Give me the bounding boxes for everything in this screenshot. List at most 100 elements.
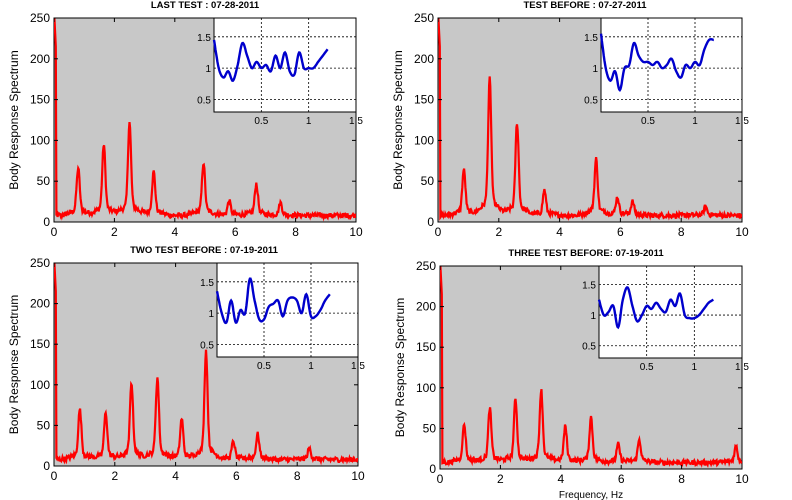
three-test-before-y-tick-label: 250 <box>416 259 436 273</box>
test-before-y-axis-label: Body Response Spectrum <box>391 50 405 189</box>
three-test-before-title: THREE TEST BEFORE: 07-19-2011 <box>508 248 664 259</box>
three-test-before-inset-line <box>597 286 714 330</box>
two-test-before-y-tick-label: 100 <box>30 378 50 392</box>
test-before-y-tick-label: 200 <box>414 52 434 66</box>
last-test-y-tick-label: 0 <box>43 215 50 229</box>
test-before-inset-x-tick-label: 1.5 <box>735 116 749 127</box>
last-test-x-tick-label: 10 <box>349 225 363 239</box>
last-test-inset-x-tick-label: 1 <box>306 116 312 127</box>
test-before-inset-x-tick-label: 0.5 <box>641 116 655 127</box>
three-test-before-x-tick-label: 2 <box>497 472 504 486</box>
two-test-before-inset-plot-area <box>216 262 359 358</box>
test-before-title: TEST BEFORE : 07-27-2011 <box>523 0 647 11</box>
three-test-before-inset: 0.5 1 1.5 0.5 1 1.5 <box>582 265 749 373</box>
three-test-before-x-tick-label: 8 <box>678 472 685 486</box>
two-test-before-x-tick-label: 6 <box>233 469 240 483</box>
two-test-before-y-tick-label: 50 <box>37 418 51 432</box>
three-test-before-inset-plot-area <box>598 265 743 359</box>
test-before-y-tick-label: 100 <box>414 133 434 147</box>
two-test-before-x-tick-label: 10 <box>351 469 365 483</box>
test-before-inset: 0.5 1 1.5 0.5 1 1.5 <box>584 17 749 127</box>
test-before-inset-y-tick-label: 1.5 <box>584 33 598 44</box>
last-test-inset-line <box>212 39 329 82</box>
test-before-spectrum-line <box>438 18 742 221</box>
two-test-before-x-tick-label: 2 <box>111 469 118 483</box>
three-test-before-x-tick-label: 0 <box>437 472 444 486</box>
two-test-before-inset: 0.5 1 1.5 0.5 1 1.5 <box>200 262 365 372</box>
two-test-before-y-tick-label: 200 <box>30 297 50 311</box>
test-before-inset-y-tick-label: 1 <box>592 64 598 75</box>
test-before-y-tick-label: 50 <box>421 174 435 188</box>
three-test-before-y-axis-label: Body Response Spectrum <box>393 298 407 437</box>
last-test-x-tick-label: 8 <box>292 225 299 239</box>
three-test-before-y-tick-label: 100 <box>416 381 436 395</box>
three-test-before-x-tick-label: 4 <box>557 472 564 486</box>
test-before-x-tick-label: 0 <box>435 225 442 239</box>
last-test-inset-y-tick-label: 1.5 <box>197 33 211 44</box>
last-test-inset-x-tick-label: 1.5 <box>349 116 363 127</box>
two-test-before-y-tick-label: 0 <box>43 459 50 473</box>
three-test-before-inset-y-tick-label: 1 <box>590 311 596 322</box>
two-test-before-x-tick-label: 4 <box>172 469 179 483</box>
last-test-inset-plot-area <box>213 17 357 113</box>
test-before-x-tick-label: 6 <box>617 225 624 239</box>
last-test-y-tick-label: 200 <box>30 52 50 66</box>
two-test-before-x-tick-label: 8 <box>294 469 301 483</box>
two-test-before-y-tick-label: 150 <box>30 337 50 351</box>
last-test-x-tick-label: 0 <box>51 225 58 239</box>
last-test-y-tick-label: 50 <box>37 174 51 188</box>
last-test-y-tick-label: 150 <box>30 93 50 107</box>
two-test-before-inset-y-tick-label: 1.5 <box>200 278 214 289</box>
three-test-before-y-tick-label: 50 <box>423 421 437 435</box>
three-test-before-inset-x-tick-label: 0.5 <box>640 362 654 373</box>
test-before-y-tick-label: 150 <box>414 93 434 107</box>
two-test-before-y-axis-label: Body Response Spectrum <box>7 295 21 434</box>
three-test-before-y-tick-label: 0 <box>429 462 436 476</box>
last-test-inset-y-tick-label: 1 <box>205 64 211 75</box>
three-test-before-x-tick-label: 10 <box>735 472 749 486</box>
test-before-x-tick-label: 8 <box>678 225 685 239</box>
test-before-y-tick-label: 250 <box>414 11 434 25</box>
two-test-before-inset-y-tick-label: 1 <box>208 309 214 320</box>
three-test-before-inset-x-tick-label: 1 <box>692 362 698 373</box>
three-test-before-inset-y-tick-label: 1.5 <box>582 280 596 291</box>
test-before-inset-plot-area <box>600 17 743 113</box>
test-before-x-tick-label: 2 <box>495 225 502 239</box>
three-test-before-inset-x-tick-label: 1.5 <box>735 362 749 373</box>
two-test-before-inset-y-tick-label: 0.5 <box>200 340 214 351</box>
two-test-before-inset-x-tick-label: 0.5 <box>257 361 271 372</box>
last-test-y-axis-label: Body Response Spectrum <box>7 50 21 189</box>
test-before-x-tick-label: 10 <box>735 225 749 239</box>
two-test-before-x-tick-label: 0 <box>51 469 58 483</box>
last-test-inset-y-tick-label: 0.5 <box>197 95 211 106</box>
two-test-before-inset-x-tick-label: 1 <box>308 361 314 372</box>
two-test-before-y-tick-label: 250 <box>30 256 50 270</box>
test-before-x-tick-label: 4 <box>556 225 563 239</box>
last-test-spectrum-line <box>54 18 356 222</box>
two-test-before-spectrum-line <box>54 263 358 466</box>
last-test-inset-x-tick-label: 0.5 <box>254 116 268 127</box>
three-test-before-x-axis-label: Frequency, Hz <box>559 490 623 500</box>
last-test-title: LAST TEST : 07-28-2011 <box>151 0 260 11</box>
test-before-inset-line <box>599 33 714 93</box>
three-test-before-spectrum-line <box>440 266 742 469</box>
last-test-x-tick-label: 4 <box>171 225 178 239</box>
last-test-x-tick-label: 6 <box>232 225 239 239</box>
last-test-inset: 0.5 1 1.5 0.5 1 1.5 <box>197 17 363 127</box>
three-test-before-y-tick-label: 150 <box>416 340 436 354</box>
two-test-before-title: TWO TEST BEFORE : 07-19-2011 <box>130 245 279 256</box>
three-test-before-inset-y-tick-label: 0.5 <box>582 342 596 353</box>
last-test-x-tick-label: 2 <box>111 225 118 239</box>
two-test-before-inset-line <box>215 277 331 325</box>
test-before-inset-x-tick-label: 1 <box>692 116 698 127</box>
three-test-before-x-tick-label: 6 <box>618 472 625 486</box>
test-before-inset-y-tick-label: 0.5 <box>584 95 598 106</box>
last-test-y-tick-label: 250 <box>30 11 50 25</box>
three-test-before-y-tick-label: 200 <box>416 300 436 314</box>
last-test-y-tick-label: 100 <box>30 133 50 147</box>
